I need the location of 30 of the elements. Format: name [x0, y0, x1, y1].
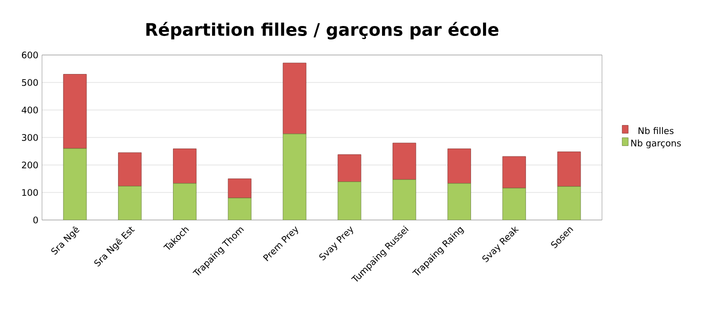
bar — [392, 179, 416, 220]
bar — [557, 186, 581, 220]
bar — [392, 142, 416, 180]
bar — [282, 134, 306, 220]
y-tick-label: 600 — [22, 52, 38, 58]
legend-label: Nb filles — [638, 127, 674, 134]
bar — [228, 178, 252, 198]
bar — [557, 152, 581, 187]
bar — [63, 74, 87, 149]
bar — [118, 152, 142, 186]
bar — [502, 156, 526, 188]
y-tick-label: 200 — [22, 162, 38, 168]
y-tick-label: 300 — [22, 134, 38, 141]
bar — [118, 186, 142, 220]
bar — [173, 183, 196, 220]
bar — [338, 154, 362, 182]
bar — [228, 198, 252, 220]
chart-title: Répartition filles / garçons par école — [146, 22, 498, 40]
bar — [173, 148, 196, 184]
bar — [448, 183, 471, 220]
legend-label: Nb garçons — [631, 140, 681, 148]
y-tick-label: 400 — [22, 106, 38, 114]
bar — [448, 148, 471, 184]
y-tick-label: 500 — [22, 79, 38, 86]
bar — [338, 182, 362, 220]
bar — [502, 188, 526, 220]
y-tick-label: 0 — [33, 216, 38, 224]
bar — [282, 62, 306, 134]
bar — [63, 148, 87, 220]
y-tick-label: 100 — [22, 189, 38, 196]
